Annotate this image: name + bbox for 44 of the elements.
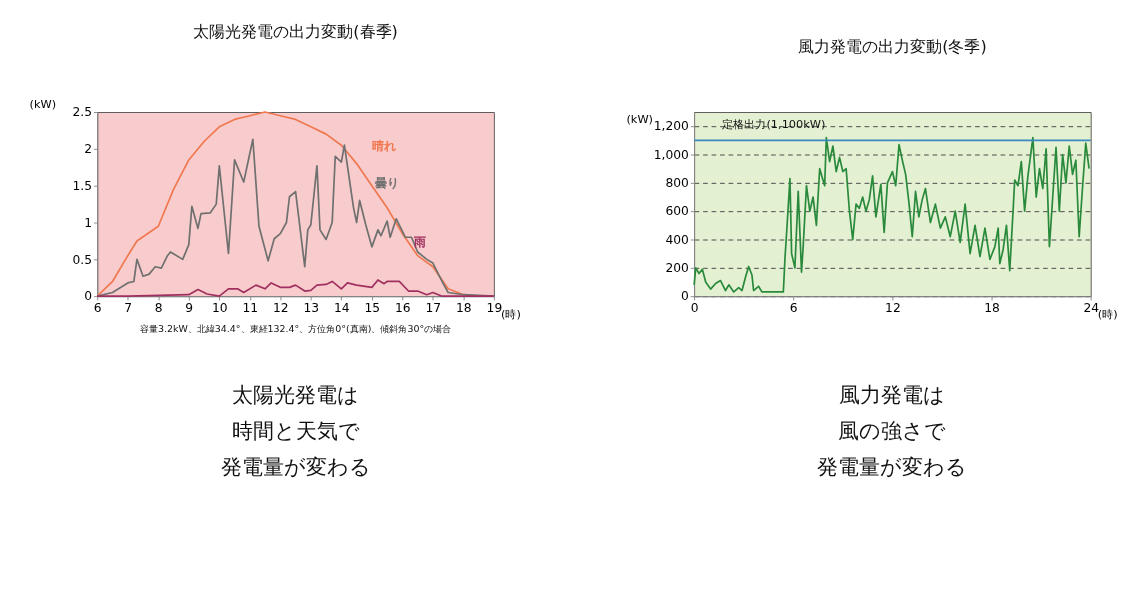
x-axis-title: (時) <box>1097 307 1118 322</box>
x-tick-label: 8 <box>154 300 163 315</box>
y-tick-label: 0 <box>84 289 93 304</box>
x-tick-label: 13 <box>303 300 320 315</box>
y-tick-label: 2.5 <box>72 105 93 120</box>
y-tick-label: 400 <box>665 232 689 247</box>
text: 太陽光発電は時間と天気で発電量が変わる <box>220 382 371 479</box>
x-tick-label: 9 <box>185 300 194 315</box>
x-tick-label: 0 <box>690 300 699 315</box>
x-tick-label: 16 <box>395 300 411 315</box>
y-tick-label: 0 <box>681 289 689 304</box>
x-tick-label: 15 <box>364 300 381 315</box>
y-tick-label: 800 <box>665 176 689 191</box>
x-tick-label: 6 <box>789 300 798 315</box>
y-tick-label: 200 <box>665 261 689 276</box>
y-tick-label: 2 <box>84 142 93 157</box>
x-tick-label: 17 <box>425 300 442 315</box>
x-tick-label: 7 <box>124 300 133 315</box>
ref-line-label: 定格出力(1,100kW) <box>722 117 826 132</box>
x-tick-label: 18 <box>984 300 1000 315</box>
x-tick-label: 11 <box>242 300 259 315</box>
y-tick-label: 0.5 <box>72 252 93 267</box>
x-tick-label: 6 <box>93 300 102 315</box>
y-axis-title: (kW) <box>626 111 654 126</box>
y-tick-label: 600 <box>665 204 689 219</box>
line-series <box>693 136 1090 293</box>
y-axis-title: (kW) <box>29 96 57 111</box>
x-tick-label: 12 <box>272 300 289 315</box>
text: 容量3.2kW、北緯34.4°、東経132.4°、方位角0°(真南)、傾斜角30°の場合 <box>140 323 452 335</box>
chart-title: 太陽光発電の出力変動(春季) <box>193 22 398 42</box>
text: 雨 <box>413 234 427 249</box>
y-tick-label: 1,200 <box>653 119 689 134</box>
series-label: 晴れ <box>371 139 396 154</box>
x-tick-label: 14 <box>334 300 350 315</box>
series-label: 曇り <box>374 176 399 191</box>
y-tick-label: 1 <box>84 215 93 230</box>
y-tick-label: 1.5 <box>72 178 93 193</box>
text: 風力発電は風の強さで発電量が変わる <box>817 382 968 479</box>
x-tick-label: 10 <box>211 300 228 315</box>
x-tick-label: 19 <box>486 300 503 315</box>
chart-title: 風力発電の出力変動(冬季) <box>798 36 987 56</box>
x-tick-label: 18 <box>456 300 472 315</box>
x-tick-label: 12 <box>885 300 901 315</box>
y-tick-label: 1,000 <box>653 147 689 162</box>
